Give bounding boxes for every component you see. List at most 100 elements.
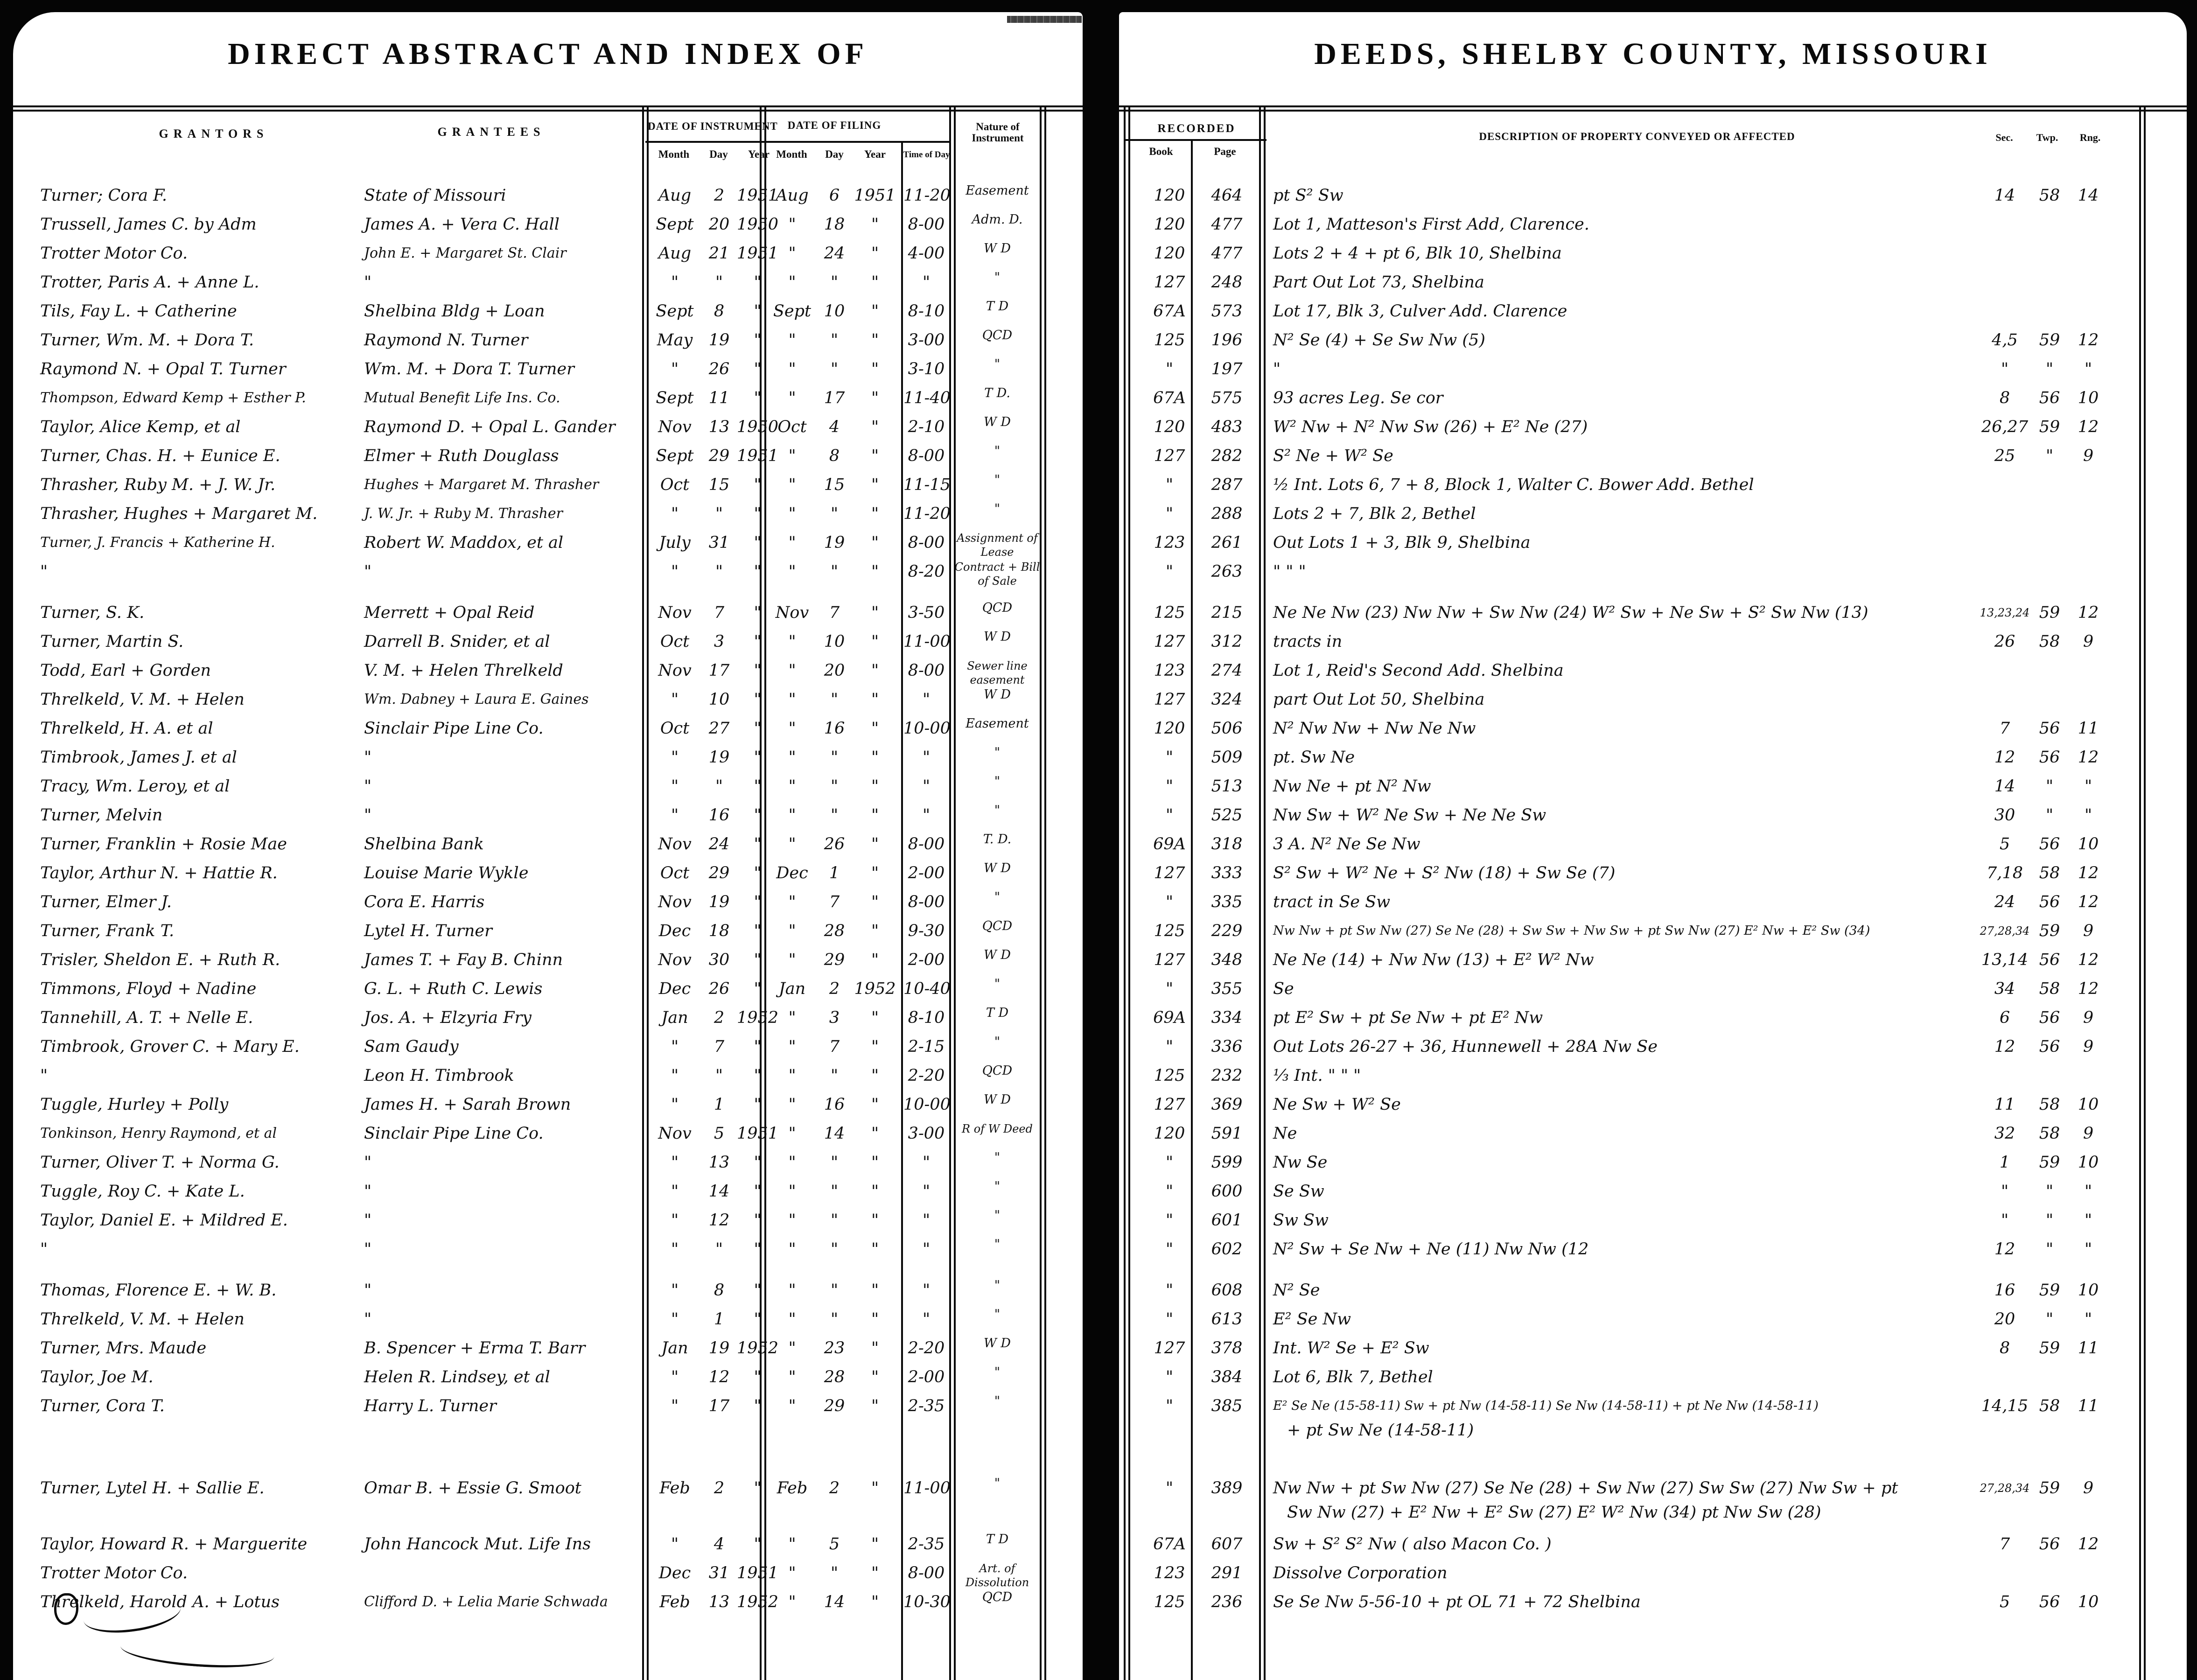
description-cell: Se [1273, 980, 1294, 998]
filing-day-cell: " [830, 1211, 839, 1230]
sec-cell: 13,23,24 [1980, 606, 2030, 619]
instrument-year-cell: " [754, 951, 762, 969]
ledger-row-left: Tils, Fay L. + Catherine Shelbina Bldg + … [13, 300, 1083, 329]
ledger-row-right: " 608 N² Se 16 59 10 [1119, 1279, 2187, 1308]
grantors-cell: Timbrook, James J. et al [40, 748, 237, 767]
instrument-month-cell: Sept [656, 447, 694, 465]
sec-cell: 34 [1994, 980, 2015, 998]
instrument-day-cell: 29 [708, 447, 730, 465]
nature-cell: QCD [982, 1590, 1013, 1604]
instrument-month-cell: Dec [658, 1564, 691, 1582]
ledger-row-left: Turner, Mrs. Maude B. Spencer + Erma T. B… [13, 1337, 1083, 1365]
book-cell: 123 [1154, 1564, 1185, 1582]
filing-year-cell: " [871, 244, 879, 263]
instrument-day-cell: 10 [708, 690, 730, 709]
book-cell: " [1165, 1479, 1174, 1498]
time-of-day-cell: 10-30 [903, 1593, 951, 1611]
grantors-cell: Tuggle, Hurley + Polly [40, 1095, 229, 1114]
sec-cell: 5 [1999, 1593, 2010, 1611]
filing-month-subheader: Month [776, 148, 807, 160]
book-cell: 120 [1154, 1124, 1185, 1143]
page-cell: 464 [1211, 186, 1243, 205]
grantees-cell: " [364, 273, 372, 292]
ledger-row-right: 125 229 Nw Nw + pt Sw Nw (27) Se Ne (28) +… [1119, 919, 2187, 948]
ledger-row-right: " 389 Nw Nw + pt Sw Nw (27) Se Ne (28) + S… [1119, 1477, 2187, 1529]
filing-year-cell: " [871, 1153, 879, 1172]
description-cell: W² Nw + N² Nw Sw (26) + E² Ne (27) [1273, 418, 1588, 436]
grantees-cell: Elmer + Ruth Douglass [364, 447, 559, 465]
book-cell: " [1165, 1281, 1174, 1300]
instrument-day-cell: 17 [708, 661, 730, 680]
instrument-month-cell: " [671, 806, 679, 825]
grantees-cell: " [364, 1211, 372, 1230]
grantees-cell: Leon H. Timbrook [364, 1066, 514, 1085]
ledger-row-right: " 335 tract in Se Sw 24 56 12 [1119, 890, 2187, 919]
book-cell: 120 [1154, 418, 1185, 436]
grantors-cell: Threlkeld, V. M. + Helen [40, 1310, 245, 1329]
filing-day-cell: 19 [824, 533, 845, 552]
instrument-day-cell: 7 [714, 1037, 725, 1056]
page-cell: 232 [1211, 1066, 1243, 1085]
filing-month-cell: " [788, 1008, 796, 1027]
filing-year-cell: " [871, 1211, 879, 1230]
book-cell: " [1165, 1397, 1174, 1415]
twp-cell: 56 [2039, 1535, 2060, 1554]
time-of-day-cell: " [922, 1310, 931, 1329]
filing-year-cell: " [871, 1240, 879, 1259]
description-cell: Nw Se [1273, 1153, 1328, 1172]
filing-day-cell: 10 [824, 302, 845, 321]
description-column-header: DESCRIPTION OF PROPERTY CONVEYED OR AFFE… [1479, 131, 1795, 142]
instrument-month-cell: " [671, 1066, 679, 1085]
book-cell: 125 [1154, 922, 1185, 940]
grantees-cell: State of Missouri [364, 186, 506, 205]
nature-cell: " [994, 473, 1001, 487]
printer-imprint [1007, 16, 1082, 23]
page-cell: 600 [1211, 1182, 1243, 1201]
sec-cell: 27,28,34 [1980, 924, 2030, 938]
sec-cell: 24 [1994, 893, 2015, 911]
nature-cell: " [994, 1035, 1001, 1049]
grantors-cell: Raymond N. + Opal T. Turner [40, 360, 286, 378]
time-of-day-cell: " [922, 1211, 931, 1230]
grantees-cell: Hughes + Margaret M. Thrasher [364, 476, 599, 493]
instrument-day-cell: 27 [708, 719, 730, 738]
book-cell: 127 [1154, 1095, 1185, 1114]
ledger-row-left: Tannehill, A. T. + Nelle E. Jos. A. + Elz… [13, 1006, 1083, 1035]
page-cell: 477 [1211, 244, 1243, 263]
instrument-year-cell: " [754, 661, 762, 680]
twp-cell: 59 [2039, 1479, 2060, 1498]
grantors-cell: Trisler, Sheldon E. + Ruth R. [40, 951, 280, 969]
book-cell: 125 [1154, 1066, 1185, 1085]
sec-cell: 14 [1994, 777, 2015, 796]
time-of-day-cell: 2-10 [908, 418, 945, 436]
filing-year-cell: " [871, 893, 879, 911]
page-cell: 336 [1211, 1037, 1243, 1056]
filing-month-cell: " [788, 1153, 796, 1172]
grantors-cell: Turner, Wm. M. + Dora T. [40, 331, 254, 350]
filing-day-cell: 7 [829, 893, 840, 911]
ledger-row-left: Timbrook, Grover C. + Mary E. Sam Gaudy " 7… [13, 1035, 1083, 1064]
description-cell: 93 acres Leg. Se cor [1273, 389, 1443, 407]
filing-year-cell: " [871, 632, 879, 651]
description-cell: Out Lots 1 + 3, Blk 9, Shelbina [1273, 533, 1531, 552]
description-cell: Sw + S² S² Nw ( also Macon Co. ) [1273, 1535, 1552, 1554]
page-cell: 602 [1211, 1240, 1243, 1259]
ledger-row-left: Thrasher, Ruby M. + J. W. Jr. Hughes + Ma… [13, 473, 1083, 502]
instrument-year-cell: " [754, 980, 762, 998]
nature-cell: Easement [966, 183, 1029, 198]
instrument-day-cell: 8 [714, 302, 725, 321]
rng-cell: 11 [2078, 719, 2099, 738]
sec-cell: 26,27 [1981, 418, 2029, 436]
grantees-column-header: GRANTEES [437, 125, 546, 139]
instrument-year-cell: " [754, 1240, 762, 1259]
instrument-day-cell: 2 [714, 1008, 725, 1027]
book-cell: 67A [1153, 1535, 1186, 1554]
grantees-cell: Raymond N. Turner [364, 331, 528, 350]
page-cell: 506 [1211, 719, 1243, 738]
time-of-day-cell: 8-00 [908, 215, 945, 234]
rng-cell: 9 [2083, 1037, 2094, 1056]
nature-cell: T. D. [983, 832, 1012, 847]
book-cell: " [1165, 1310, 1174, 1329]
filing-day-cell: 7 [829, 1037, 840, 1056]
filing-month-cell: " [788, 661, 796, 680]
